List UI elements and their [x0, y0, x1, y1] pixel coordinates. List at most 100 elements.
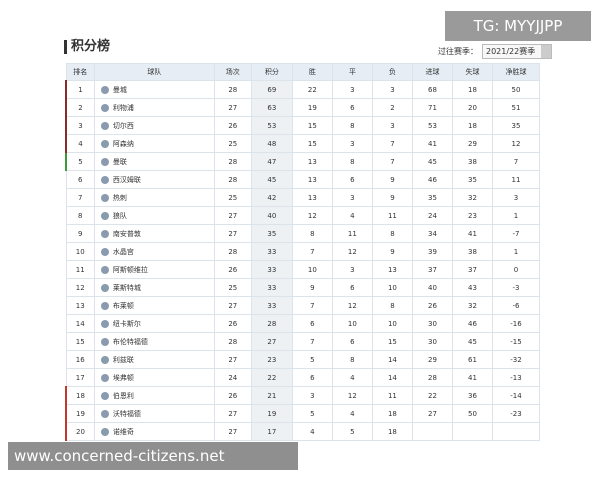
team-icon [100, 391, 109, 400]
cell: 9 [65, 224, 95, 243]
cell: 13 [291, 152, 333, 171]
cell: 27 [213, 206, 252, 225]
cell: -32 [492, 350, 540, 369]
cell: 7 [291, 296, 333, 315]
cell: 21 [250, 386, 293, 405]
cell: 13 [65, 296, 95, 315]
cell: 19 [291, 98, 333, 117]
cell: 45 [250, 170, 293, 189]
season-picker: 过往赛季： 2021/22赛季 [438, 44, 553, 59]
team-icon [100, 121, 109, 130]
team-cell: 水晶宫 [93, 242, 215, 261]
season-select[interactable]: 2021/22赛季 [482, 44, 553, 59]
header-row: 排名 球队 场次 积分胜平负进球 失球 净胜球 [65, 63, 540, 81]
cell: 9 [371, 170, 413, 189]
column-header: 失球 [451, 63, 494, 81]
cell: 13 [291, 170, 333, 189]
cell: 42 [250, 188, 293, 207]
cell: 19 [250, 404, 293, 423]
cell [411, 422, 453, 441]
cell: 29 [451, 134, 494, 153]
team-cell: 西汉姆联 [93, 170, 215, 189]
cell: 8 [331, 116, 373, 135]
title: 积分榜 [64, 40, 110, 54]
cell: 41 [451, 224, 494, 243]
cell: 15 [291, 116, 333, 135]
cell: 36 [451, 386, 494, 405]
cell [492, 422, 540, 441]
cell: 71 [411, 98, 453, 117]
cell: 46 [411, 170, 453, 189]
cell: 27 [213, 296, 252, 315]
cell: 11 [331, 224, 373, 243]
cell: 3 [331, 134, 373, 153]
cell: 27 [213, 98, 252, 117]
team-cell: 阿森纳 [93, 134, 215, 153]
table-row: 6 西汉姆联 28 45 13 6 9 46 35 11 [65, 170, 540, 189]
cell: 2 [64, 98, 95, 117]
team-name: 莱斯特城 [112, 283, 141, 292]
column-header: 场次 [213, 63, 252, 81]
team-icon [100, 193, 109, 202]
column-header: 进球 [411, 63, 453, 81]
cell [451, 422, 494, 441]
cell: -13 [492, 368, 540, 387]
cell: 8 [65, 206, 95, 225]
cell: 17 [65, 368, 95, 387]
team-name: 纽卡斯尔 [112, 319, 141, 328]
team-cell: 诺维奇 [93, 422, 215, 441]
team-icon [100, 229, 109, 238]
cell: 26 [213, 116, 252, 135]
cell: 7 [291, 242, 333, 261]
team-cell: 布伦特福德 [93, 332, 215, 351]
column-header: 球队 [93, 63, 215, 81]
cell: 15 [65, 332, 95, 351]
table-row: 4 阿森纳 25 48 15 3 7 41 29 12 [64, 134, 540, 153]
cell: 11 [492, 170, 540, 189]
cell: 10 [371, 278, 413, 297]
cell: 34 [411, 224, 453, 243]
table-row: 5 曼联 28 47 13 8 7 45 38 7 [64, 152, 540, 171]
cell: 14 [65, 314, 95, 333]
cell: 11 [371, 206, 413, 225]
cell: 18 [451, 80, 494, 99]
column-header: 胜 [291, 63, 333, 81]
team-name: 布莱顿 [112, 301, 134, 310]
cell: 5 [291, 350, 333, 369]
cell: 15 [371, 332, 413, 351]
cell: 32 [451, 188, 494, 207]
team-name: 热刺 [112, 193, 127, 202]
standings-table: 排名 球队 场次 积分胜平负进球 失球 净胜球 1 曼城 28 69 22 3 3 68 18 50 2 利物浦 2… [64, 63, 540, 441]
team-cell: 纽卡斯尔 [93, 314, 215, 333]
team-name: 利兹联 [112, 355, 134, 364]
cell: 4 [331, 404, 373, 423]
team-icon [100, 175, 109, 184]
cell: 28 [213, 242, 252, 261]
cell: 20 [451, 98, 494, 117]
cell: 26 [213, 260, 252, 279]
cell: 53 [250, 116, 293, 135]
cell: 33 [250, 242, 293, 261]
cell: 45 [411, 152, 453, 171]
cell: 47 [250, 152, 293, 171]
season-label: 过往赛季： [438, 47, 478, 56]
cell: 63 [250, 98, 293, 117]
cell: 8 [331, 350, 373, 369]
cell: 5 [331, 422, 373, 441]
team-cell: 埃弗顿 [93, 368, 215, 387]
cell: 27 [213, 404, 252, 423]
cell: 28 [213, 332, 252, 351]
cell: 1 [64, 80, 95, 99]
cell: 7 [371, 152, 413, 171]
team-name: 水晶宫 [112, 247, 134, 256]
cell: 8 [291, 224, 333, 243]
cell: -3 [492, 278, 540, 297]
cell: 8 [331, 152, 373, 171]
cell: 41 [411, 134, 453, 153]
cell: -7 [492, 224, 540, 243]
tag-overlay: TG: MYYJJPP [445, 11, 591, 41]
team-cell: 阿斯顿维拉 [93, 260, 215, 279]
cell: 27 [411, 404, 453, 423]
cell: 5 [64, 152, 95, 171]
